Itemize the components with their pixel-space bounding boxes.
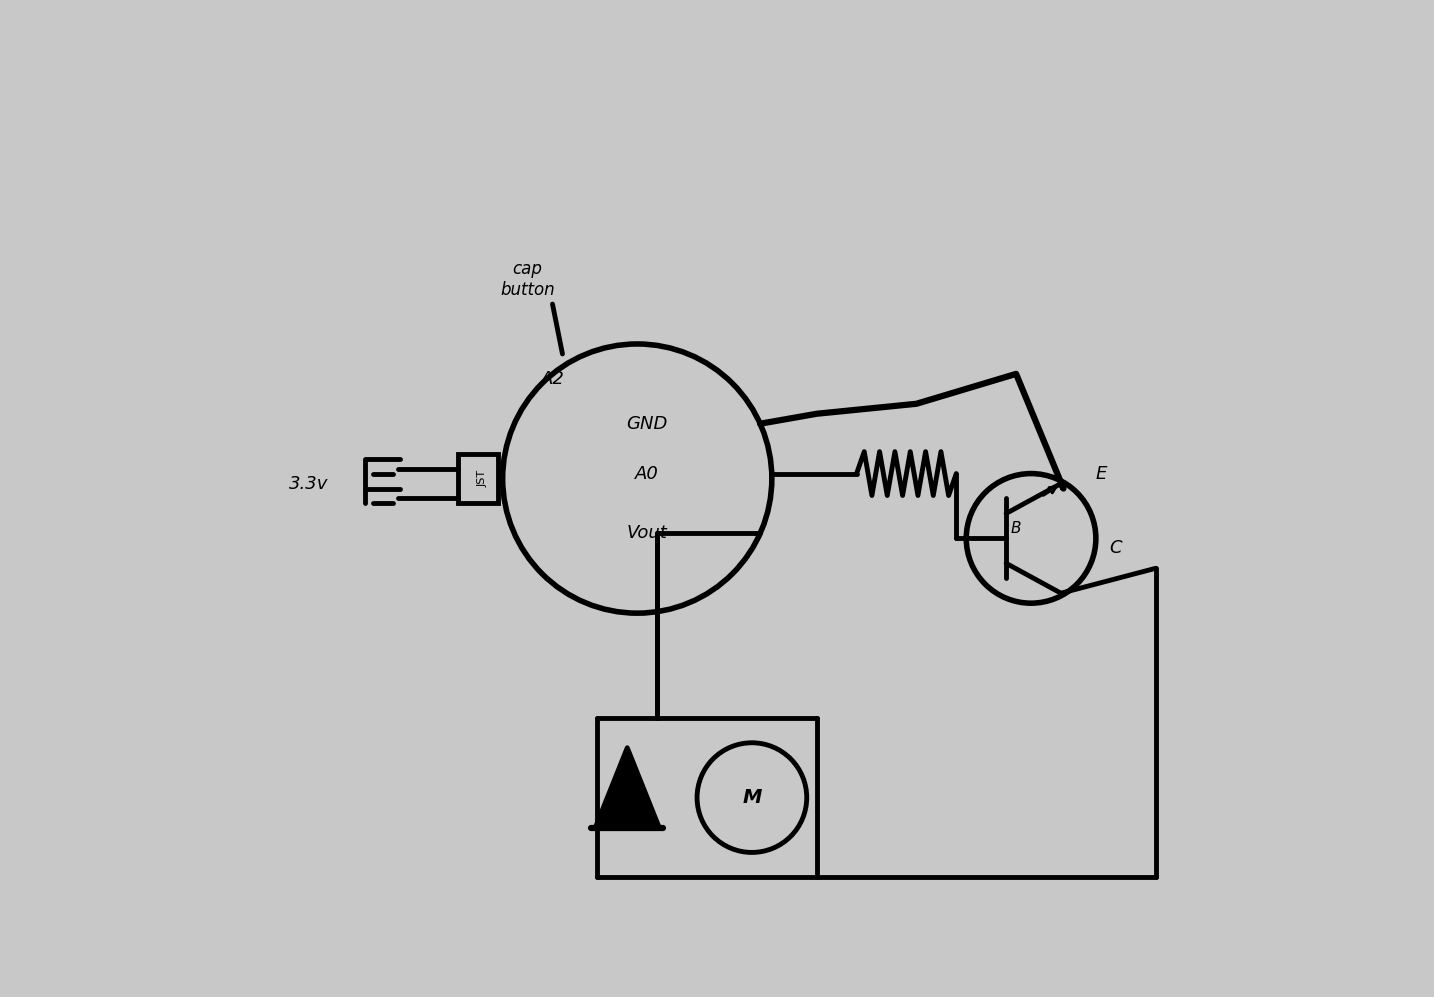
Text: E: E [1096,465,1107,483]
Text: C: C [1110,539,1123,557]
Text: A2: A2 [541,370,565,388]
Text: Vout: Vout [627,524,668,542]
Text: B: B [1011,520,1021,536]
Text: GND: GND [627,415,668,433]
Text: cap
button: cap button [500,260,555,298]
Text: 3.3v: 3.3v [288,475,328,493]
Polygon shape [595,748,660,828]
Text: M: M [743,788,761,808]
Text: A0: A0 [635,465,660,483]
Text: JST: JST [478,470,488,488]
